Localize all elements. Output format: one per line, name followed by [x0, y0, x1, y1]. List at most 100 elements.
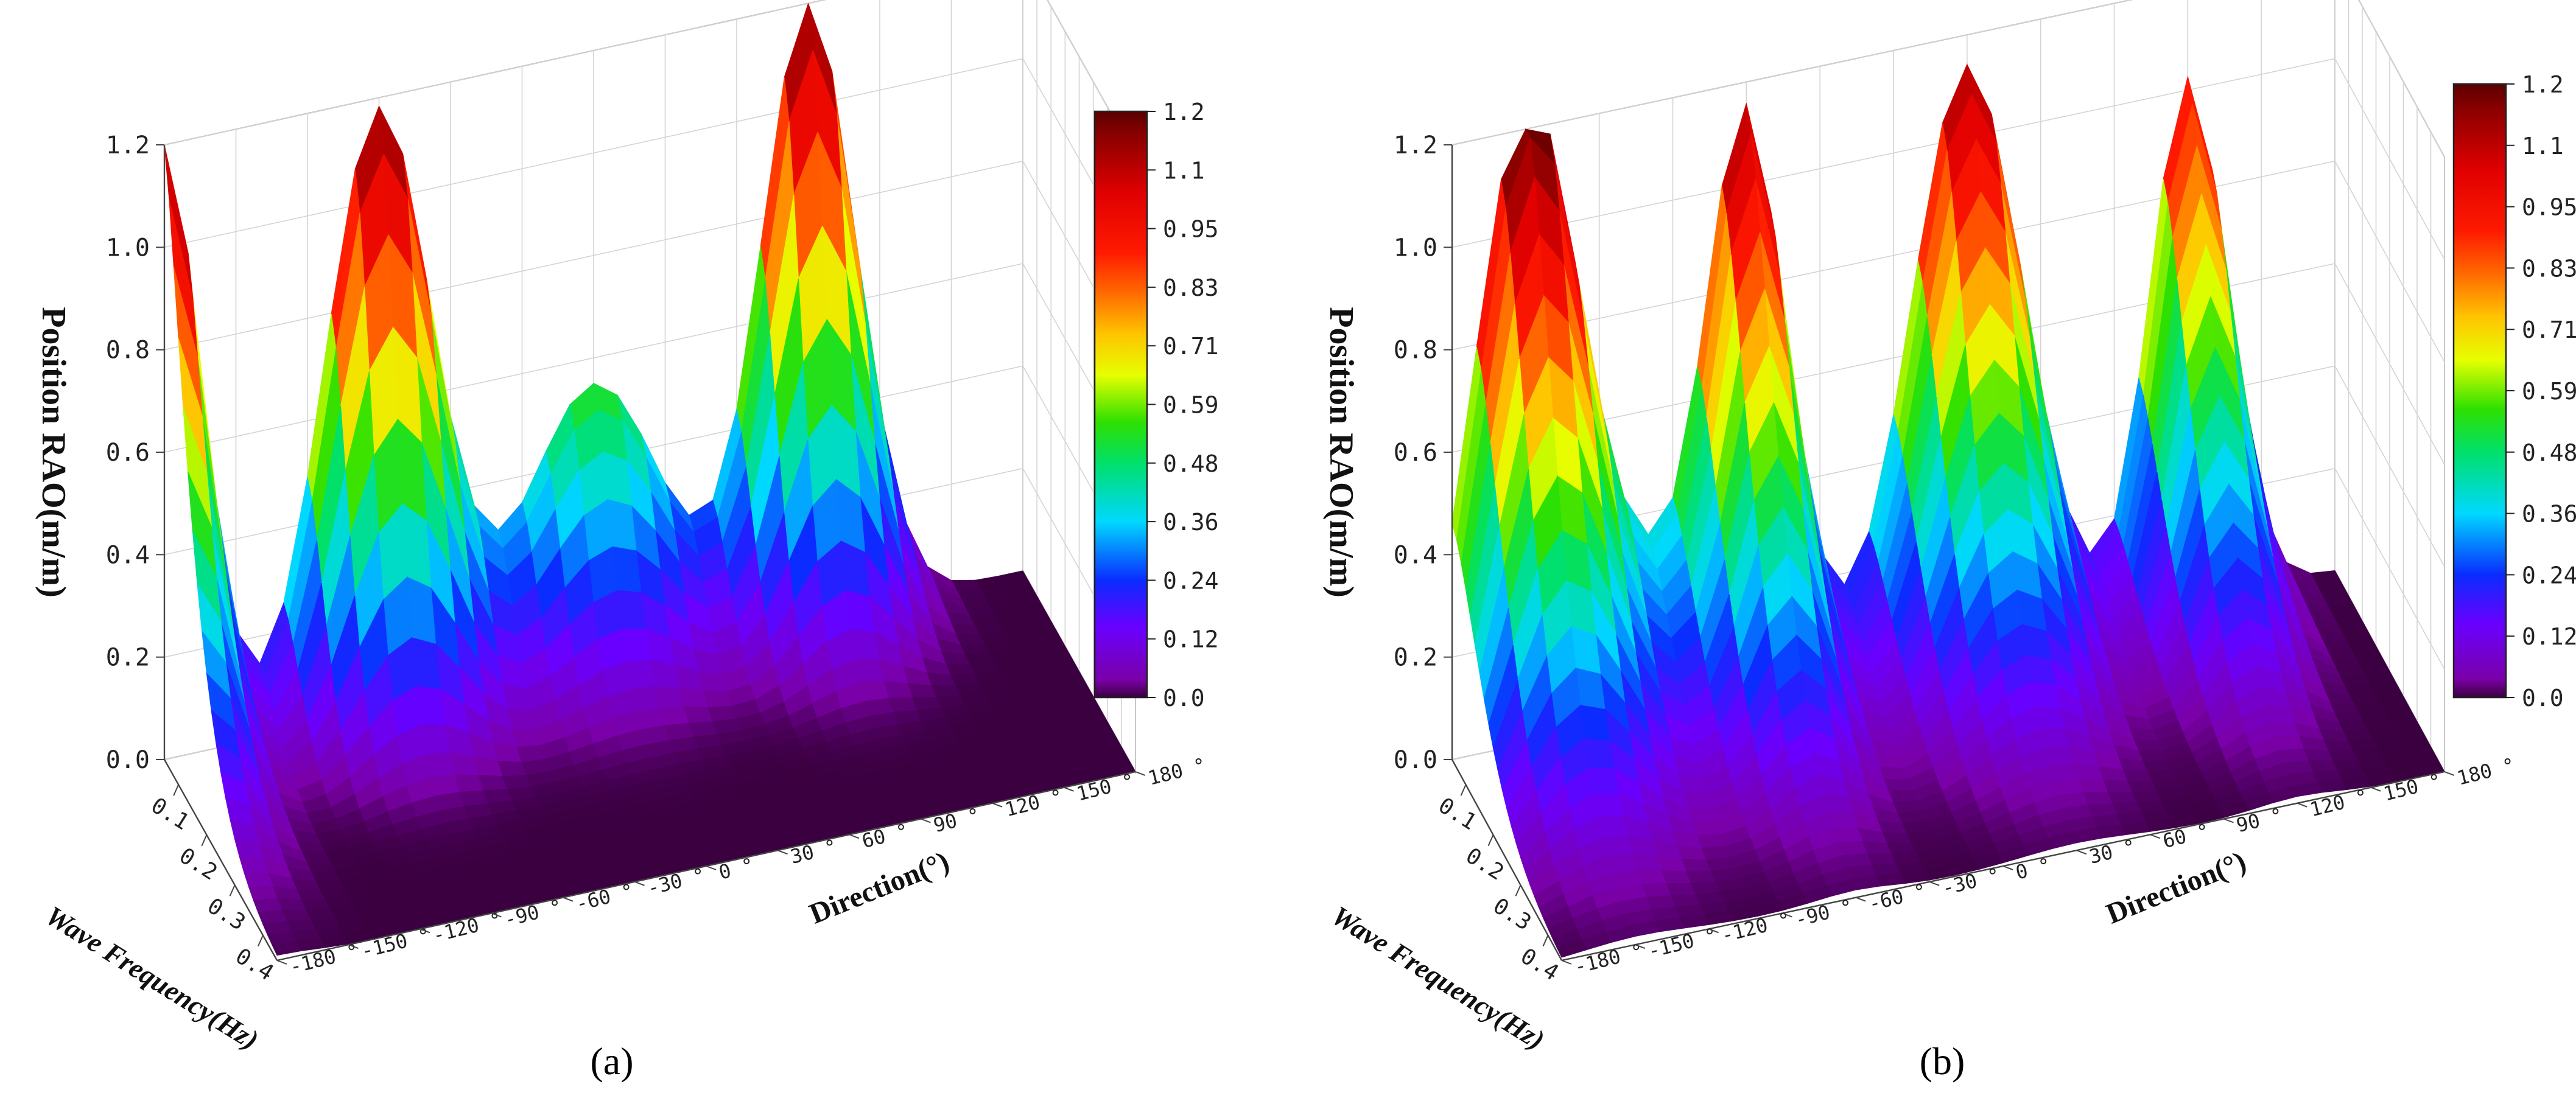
colorbar-tick-label: 0.83 — [2522, 255, 2576, 282]
frequency-tick-mark — [257, 935, 264, 947]
direction-tick-mark — [1855, 897, 1866, 902]
panel-label: (b) — [1920, 1040, 1965, 1083]
surface-patch — [1691, 821, 1722, 836]
direction-tick-mark — [563, 897, 574, 902]
colorbar: 0.0 0.12 0.24 0.36 0.48 0.59 0.71 0.83 0.95 1.1 1.… — [1093, 99, 1219, 711]
colorbar-tick-label: 0.83 — [1163, 274, 1219, 301]
surface-patch — [1641, 883, 1671, 898]
direction-tick-label: 180 ° — [2455, 753, 2518, 790]
direction-tick-mark — [419, 928, 430, 934]
direction-tick-mark — [1064, 786, 1074, 792]
colorbar-tick-label: 0.48 — [2522, 439, 2576, 466]
surface-patch — [631, 686, 661, 712]
direction-tick-mark — [921, 818, 931, 823]
frequency-tick-mark — [1515, 884, 1521, 897]
surface-patch — [2107, 791, 2137, 804]
surface-patch — [2269, 721, 2300, 738]
surface-patch — [1883, 779, 1914, 792]
colorbar: 0.0 0.12 0.24 0.36 0.48 0.59 0.71 0.83 0.95 1.1 1.… — [2452, 71, 2576, 711]
colorbar-tick-label: 0.59 — [1163, 392, 1219, 419]
surface-patch — [1687, 807, 1718, 823]
surface-patch — [1556, 939, 1587, 958]
z-tick-label: 1.2 — [106, 131, 150, 159]
colorbar-tick-label: 1.2 — [1163, 99, 1205, 125]
panel-label: (a) — [590, 1040, 633, 1083]
surface-patch — [2334, 712, 2364, 724]
direction-tick-mark — [491, 912, 502, 918]
surface-patch — [1598, 816, 1629, 839]
surface-patch — [2133, 739, 2163, 751]
z-tick-label: 0.6 — [1394, 439, 1437, 467]
surface-patch — [2308, 760, 2338, 772]
surface-patch — [244, 872, 273, 888]
z-tick-label: 1.0 — [1394, 234, 1437, 262]
z-tick-label: 0.2 — [106, 644, 150, 672]
surface-patch — [1593, 793, 1624, 818]
gridline-z — [164, 160, 1136, 363]
gridline-z — [164, 263, 1136, 465]
surface-patch — [248, 886, 278, 901]
surface-patch — [2127, 781, 2157, 793]
z-tick-label: 0.6 — [106, 439, 150, 467]
colorbar-scale — [1093, 110, 1148, 699]
frequency-tick-mark — [173, 784, 180, 796]
direction-tick-mark — [2223, 818, 2234, 823]
surface-patch — [1833, 828, 1863, 843]
rao-surface — [1451, 63, 2445, 958]
surface-patch — [2323, 739, 2353, 752]
surface-patch — [2044, 746, 2074, 766]
z-tick-label: 1.2 — [1394, 131, 1437, 159]
colorbar-tick-label: 0.24 — [1163, 567, 1219, 594]
surface-patch — [1886, 843, 1917, 855]
surface-patch — [272, 941, 301, 956]
colorbar-scale — [2452, 83, 2507, 699]
direction-tick-mark — [1929, 881, 1940, 886]
surface-patch — [626, 660, 656, 690]
surface-patch — [1837, 841, 1867, 856]
surface-patch — [1661, 870, 1691, 884]
surface-patch — [1696, 834, 1727, 849]
direction-tick-mark — [777, 850, 788, 855]
colorbar-tick-label: 0.48 — [1163, 450, 1219, 477]
direction-tick-mark — [2150, 834, 2161, 839]
colorbar-tick-label: 0.95 — [1163, 216, 1219, 243]
colorbar-tick-label: 0.71 — [1163, 333, 1219, 360]
direction-tick-mark — [1561, 960, 1572, 965]
colorbar-tick-label: 0.12 — [1163, 626, 1219, 653]
colorbar-tick-label: 0.95 — [2522, 194, 2576, 221]
surface-patch — [659, 707, 689, 726]
frequency-tick-mark — [201, 834, 208, 847]
colorbar-tick-label: 0.0 — [1163, 685, 1205, 711]
gridline-z — [164, 58, 1136, 260]
direction-tick-label: 180 ° — [1146, 753, 1209, 790]
surface-patch — [1887, 790, 1918, 803]
colorbar-tick-label: 1.1 — [1163, 157, 1205, 184]
z-tick-label: 0.8 — [1394, 337, 1437, 365]
surface-patch — [2122, 769, 2153, 782]
surface-patch — [425, 752, 455, 778]
surface-patch — [1866, 853, 1897, 865]
colorbar-tick-label: 0.36 — [1163, 509, 1219, 536]
surface-patch — [2303, 748, 2334, 762]
z-tick-label: 0.2 — [1394, 644, 1437, 672]
surface-patch — [1665, 883, 1696, 897]
surface-patch — [2328, 750, 2358, 762]
colorbar-tick-label: 1.2 — [2522, 71, 2564, 98]
direction-tick-mark — [849, 834, 860, 839]
frequency-tick-mark — [229, 884, 236, 897]
direction-tick-mark — [2076, 850, 2087, 855]
surface-patch — [2138, 750, 2168, 762]
surface-patch — [1589, 767, 1620, 795]
surface-patch — [2274, 736, 2304, 751]
surface-patch — [2035, 707, 2065, 729]
surface-patch — [239, 856, 268, 873]
frequency-tick-mark — [1460, 784, 1467, 796]
surface-patch — [1828, 812, 1858, 829]
rao-surface — [164, 3, 1136, 956]
colorbar-tick-label: 0.36 — [2522, 501, 2576, 528]
frequency-tick-mark — [1542, 935, 1549, 947]
colorbar-tick-label: 0.59 — [2522, 378, 2576, 405]
direction-tick-mark — [1635, 944, 1646, 949]
z-tick-label: 0.4 — [1394, 541, 1437, 569]
